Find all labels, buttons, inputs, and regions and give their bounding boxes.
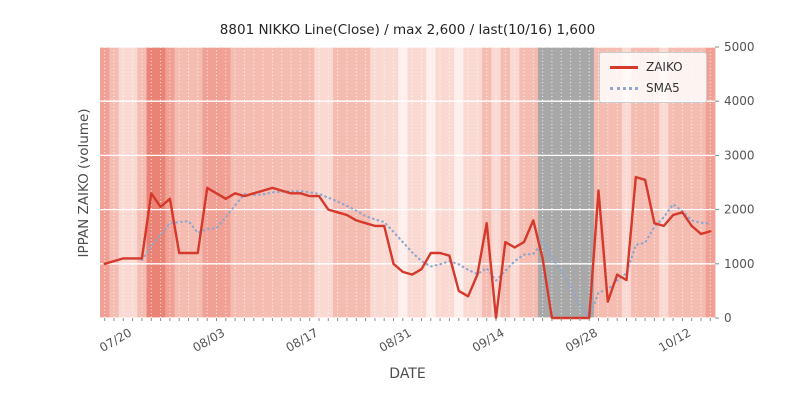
- x-tick-labels: 07/20 08/03 08/17 08/31 09/14 09/28 10/12: [97, 325, 693, 354]
- x-tick-label: 08/17: [284, 325, 321, 354]
- x-tick-label: 08/31: [377, 325, 414, 354]
- y-tick-label: 2000: [724, 203, 755, 217]
- y-tick-label: 5000: [724, 40, 755, 54]
- zaiko-line-sample: [610, 65, 638, 69]
- x-tick-label: 07/20: [97, 325, 134, 354]
- chart-title: 8801 NIKKO Line(Close) / max 2,600 / las…: [219, 22, 596, 38]
- y-tick-label: 0: [724, 311, 732, 325]
- sma5-line: [140, 190, 712, 321]
- x-tick-label: 08/03: [190, 325, 227, 354]
- legend-item-sma5: SMA5: [610, 81, 696, 95]
- y-tick-labels: 0 1000 2000 3000 4000 5000: [724, 40, 755, 325]
- y-tick-label: 4000: [724, 94, 755, 108]
- background-bands: [100, 47, 716, 318]
- zaiko-line: [103, 175, 712, 320]
- x-tick-label: 09/28: [563, 325, 600, 354]
- tick-marks: [104, 46, 719, 321]
- legend: ZAIKO SMA5: [599, 52, 707, 103]
- legend-item-zaiko: ZAIKO: [610, 60, 696, 74]
- legend-label-sma5: SMA5: [646, 81, 680, 95]
- x-tick-label: 10/12: [656, 325, 693, 354]
- y-tick-label: 1000: [724, 257, 755, 271]
- x-axis-label: DATE: [389, 366, 426, 382]
- legend-label-zaiko: ZAIKO: [646, 60, 683, 74]
- sma5-line-sample: [610, 86, 638, 90]
- y-tick-label: 3000: [724, 148, 755, 162]
- x-tick-label: 09/14: [470, 325, 507, 354]
